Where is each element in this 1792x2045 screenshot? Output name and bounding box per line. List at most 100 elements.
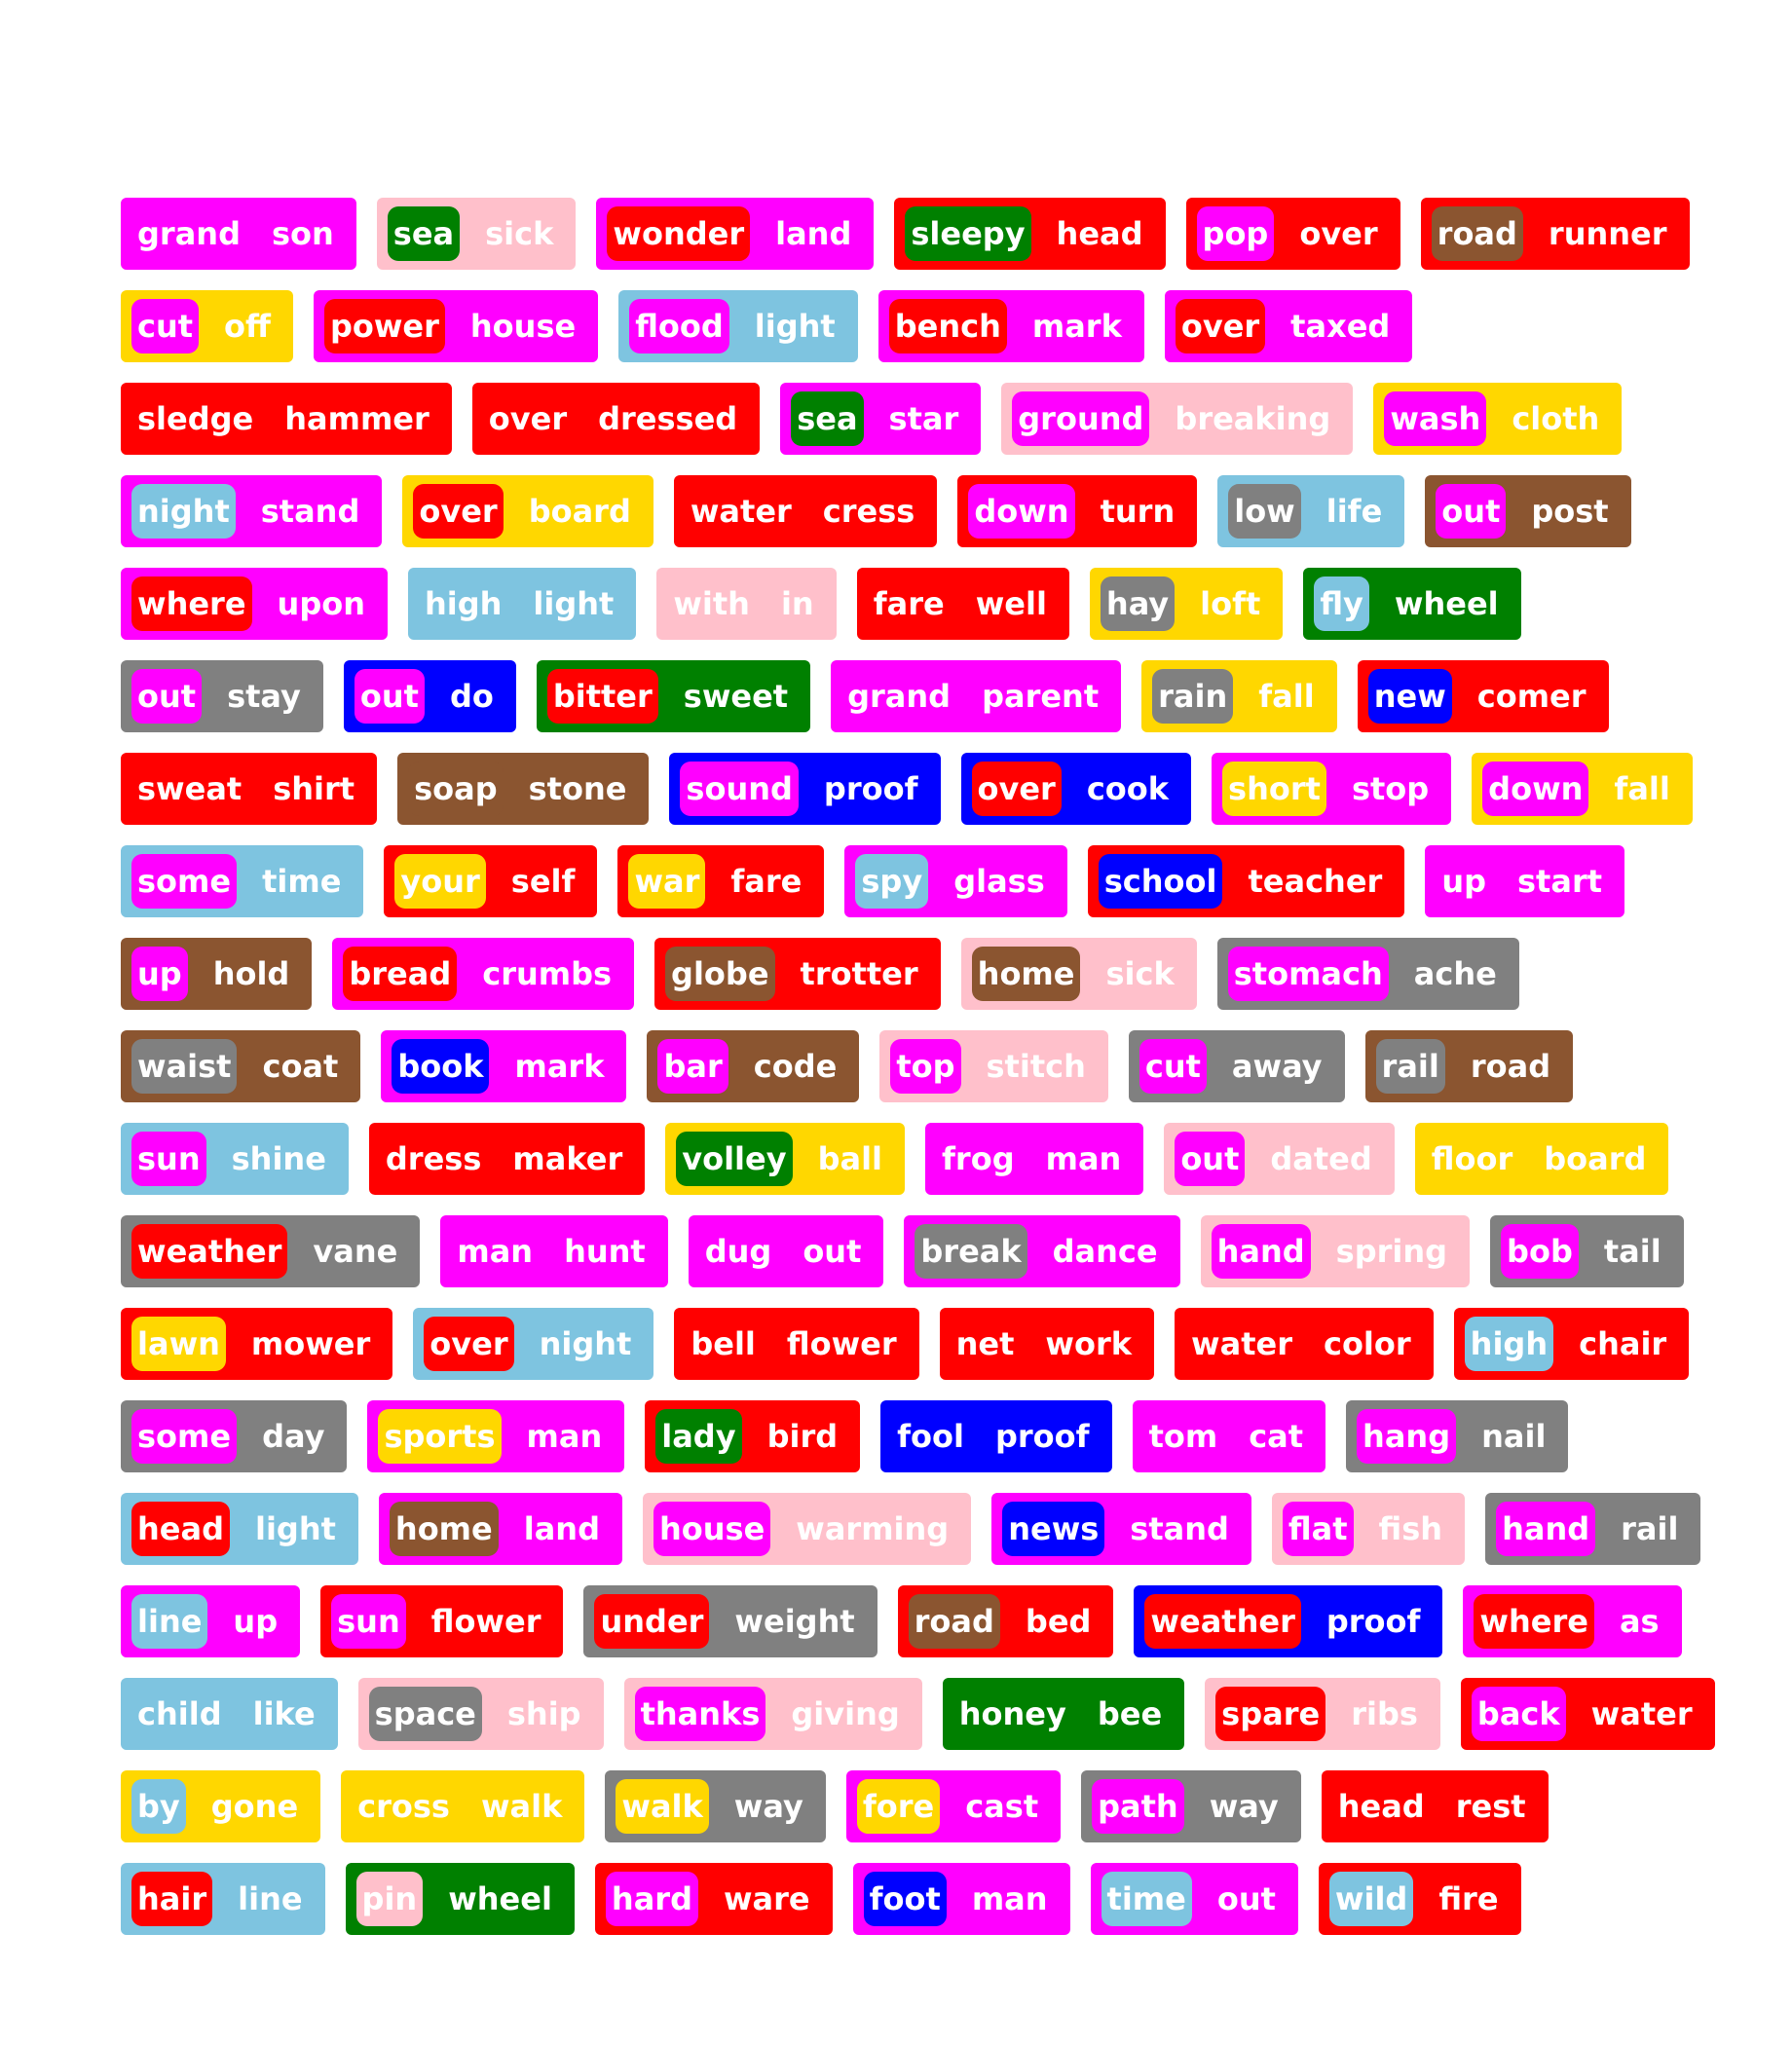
word-tag[interactable]: grand son bbox=[121, 198, 356, 270]
word-tag[interactable]: head rest bbox=[1321, 1770, 1549, 1842]
word-tag[interactable]: path way bbox=[1081, 1770, 1301, 1842]
word-tag[interactable]: time out bbox=[1090, 1863, 1298, 1935]
word-tag[interactable]: over cook bbox=[960, 753, 1192, 825]
word-tag[interactable]: wonder land bbox=[596, 198, 875, 270]
word-tag[interactable]: sleepy head bbox=[894, 198, 1166, 270]
word-tag[interactable]: home land bbox=[378, 1493, 622, 1565]
word-tag[interactable]: high chair bbox=[1453, 1308, 1690, 1380]
word-tag[interactable]: waist coat bbox=[121, 1030, 361, 1102]
word-tag[interactable]: home sick bbox=[960, 938, 1197, 1010]
word-tag[interactable]: over night bbox=[413, 1308, 654, 1380]
word-tag[interactable]: out post bbox=[1425, 475, 1631, 547]
word-tag[interactable]: sea sick bbox=[376, 198, 577, 270]
word-tag[interactable]: under weight bbox=[583, 1585, 877, 1657]
word-tag[interactable]: bob tail bbox=[1490, 1215, 1684, 1287]
word-tag[interactable]: fool proof bbox=[880, 1400, 1112, 1472]
word-tag[interactable]: spy glass bbox=[844, 845, 1067, 917]
word-tag[interactable]: grand parent bbox=[831, 660, 1122, 732]
word-tag[interactable]: hard ware bbox=[594, 1863, 833, 1935]
word-tag[interactable]: pin wheel bbox=[345, 1863, 575, 1935]
word-tag[interactable]: bench mark bbox=[877, 290, 1144, 362]
word-tag[interactable]: war fare bbox=[617, 845, 825, 917]
word-tag[interactable]: night stand bbox=[121, 475, 383, 547]
word-tag[interactable]: floor board bbox=[1414, 1123, 1669, 1195]
word-tag[interactable]: man hunt bbox=[440, 1215, 668, 1287]
word-tag[interactable]: rain fall bbox=[1141, 660, 1337, 732]
word-tag[interactable]: back water bbox=[1460, 1678, 1715, 1750]
word-tag[interactable]: weather vane bbox=[121, 1215, 421, 1287]
word-tag[interactable]: short stop bbox=[1212, 753, 1452, 825]
word-tag[interactable]: cut off bbox=[121, 290, 293, 362]
word-tag[interactable]: cut away bbox=[1128, 1030, 1345, 1102]
word-tag[interactable]: cross walk bbox=[341, 1770, 585, 1842]
word-tag[interactable]: fly wheel bbox=[1303, 568, 1521, 640]
word-tag[interactable]: honey bee bbox=[942, 1678, 1185, 1750]
word-tag[interactable]: wash cloth bbox=[1373, 383, 1623, 455]
word-tag[interactable]: net work bbox=[939, 1308, 1155, 1380]
word-tag[interactable]: ground breaking bbox=[1001, 383, 1354, 455]
word-tag[interactable]: road bed bbox=[897, 1585, 1114, 1657]
word-tag[interactable]: head light bbox=[121, 1493, 358, 1565]
word-tag[interactable]: new comer bbox=[1357, 660, 1609, 732]
word-tag[interactable]: your self bbox=[384, 845, 598, 917]
word-tag[interactable]: low life bbox=[1217, 475, 1405, 547]
word-tag[interactable]: lawn mower bbox=[121, 1308, 393, 1380]
word-tag[interactable]: down turn bbox=[957, 475, 1198, 547]
word-tag[interactable]: dug out bbox=[688, 1215, 884, 1287]
word-tag[interactable]: book mark bbox=[381, 1030, 627, 1102]
word-tag[interactable]: tom cat bbox=[1132, 1400, 1326, 1472]
word-tag[interactable]: up start bbox=[1425, 845, 1625, 917]
word-tag[interactable]: hang nail bbox=[1346, 1400, 1569, 1472]
word-tag[interactable]: out do bbox=[343, 660, 516, 732]
word-tag[interactable]: house warming bbox=[642, 1493, 972, 1565]
word-tag[interactable]: flat fish bbox=[1271, 1493, 1466, 1565]
word-tag[interactable]: weather proof bbox=[1134, 1585, 1443, 1657]
word-tag[interactable]: space ship bbox=[357, 1678, 604, 1750]
word-tag[interactable]: line up bbox=[121, 1585, 301, 1657]
word-tag[interactable]: sweat shirt bbox=[121, 753, 378, 825]
word-tag[interactable]: news stand bbox=[991, 1493, 1251, 1565]
word-tag[interactable]: road runner bbox=[1420, 198, 1690, 270]
word-tag[interactable]: out dated bbox=[1164, 1123, 1395, 1195]
word-tag[interactable]: wild fire bbox=[1318, 1863, 1521, 1935]
word-tag[interactable]: child like bbox=[121, 1678, 338, 1750]
word-tag[interactable]: walk way bbox=[605, 1770, 826, 1842]
word-tag[interactable]: sports man bbox=[367, 1400, 625, 1472]
word-tag[interactable]: rail road bbox=[1364, 1030, 1574, 1102]
word-tag[interactable]: bitter sweet bbox=[536, 660, 811, 732]
word-tag[interactable]: hand rail bbox=[1485, 1493, 1701, 1565]
word-tag[interactable]: spare ribs bbox=[1205, 1678, 1440, 1750]
word-tag[interactable]: by gone bbox=[121, 1770, 321, 1842]
word-tag[interactable]: foot man bbox=[852, 1863, 1070, 1935]
word-tag[interactable]: where as bbox=[1463, 1585, 1682, 1657]
word-tag[interactable]: high light bbox=[407, 568, 637, 640]
word-tag[interactable]: power house bbox=[313, 290, 599, 362]
word-tag[interactable]: bell flower bbox=[674, 1308, 919, 1380]
word-tag[interactable]: fare well bbox=[856, 568, 1069, 640]
word-tag[interactable]: sound proof bbox=[669, 753, 941, 825]
word-tag[interactable]: up hold bbox=[121, 938, 313, 1010]
word-tag[interactable]: hay loft bbox=[1089, 568, 1284, 640]
word-tag[interactable]: some day bbox=[121, 1400, 348, 1472]
word-tag[interactable]: sun flower bbox=[320, 1585, 564, 1657]
word-tag[interactable]: sledge hammer bbox=[121, 383, 452, 455]
word-tag[interactable]: frog man bbox=[925, 1123, 1144, 1195]
word-tag[interactable]: soap stone bbox=[397, 753, 650, 825]
word-tag[interactable]: school teacher bbox=[1087, 845, 1405, 917]
word-tag[interactable]: flood light bbox=[618, 290, 858, 362]
word-tag[interactable]: where upon bbox=[121, 568, 388, 640]
word-tag[interactable]: thanks giving bbox=[623, 1678, 922, 1750]
word-tag[interactable]: fore cast bbox=[845, 1770, 1062, 1842]
word-tag[interactable]: pop over bbox=[1185, 198, 1400, 270]
word-tag[interactable]: over dressed bbox=[471, 383, 761, 455]
word-tag[interactable]: top stitch bbox=[879, 1030, 1108, 1102]
word-tag[interactable]: down fall bbox=[1472, 753, 1693, 825]
word-tag[interactable]: sun shine bbox=[121, 1123, 349, 1195]
word-tag[interactable]: water cress bbox=[673, 475, 938, 547]
word-tag[interactable]: water color bbox=[1175, 1308, 1434, 1380]
word-tag[interactable]: hand spring bbox=[1200, 1215, 1471, 1287]
word-tag[interactable]: stomach ache bbox=[1216, 938, 1519, 1010]
word-tag[interactable]: bread crumbs bbox=[332, 938, 635, 1010]
word-tag[interactable]: hair line bbox=[121, 1863, 325, 1935]
word-tag[interactable]: break dance bbox=[904, 1215, 1180, 1287]
